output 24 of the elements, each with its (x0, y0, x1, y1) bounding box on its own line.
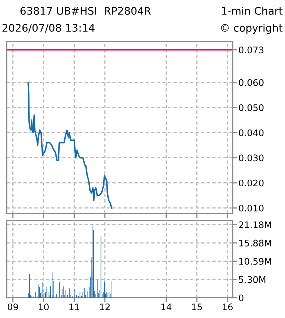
y-tick-label: 0.010 (239, 204, 264, 212)
text: © copyright (221, 24, 283, 34)
text: 1-min Chart (222, 6, 283, 16)
y-tick-label: 21.18M (239, 222, 272, 228)
chart-title: 63817 UB#HSI RP2804R (20, 7, 152, 16)
y-tick-label: 0 (239, 294, 244, 302)
x-tick-label: 12 (100, 304, 110, 310)
y-tick-label: 15.88M (240, 240, 272, 247)
x-tick-label: 10 (39, 304, 49, 311)
y-tick-label: 0.050 (239, 104, 264, 112)
x-tick-label: 11 (70, 304, 80, 310)
y-tick-label: 0.060 (239, 79, 264, 86)
y-tick-label: 10.59M (240, 258, 272, 265)
y-tick-label: 5.30M (239, 276, 266, 284)
x-tick-label: 15 (192, 304, 202, 311)
chart-subtitle: 2026/07/08 13:14 (2, 24, 95, 33)
y-tick-label: 0.020 (239, 180, 264, 187)
line-series (28, 82, 113, 209)
x-tick-label: 14 (162, 304, 172, 310)
y-tick-label: 0.040 (239, 130, 264, 136)
x-tick-label: 09 (8, 304, 18, 311)
y-tick-label: 0.073 (239, 46, 264, 54)
x-tick-label: 16 (223, 304, 233, 311)
y-tick-label: 0.030 (239, 154, 264, 162)
